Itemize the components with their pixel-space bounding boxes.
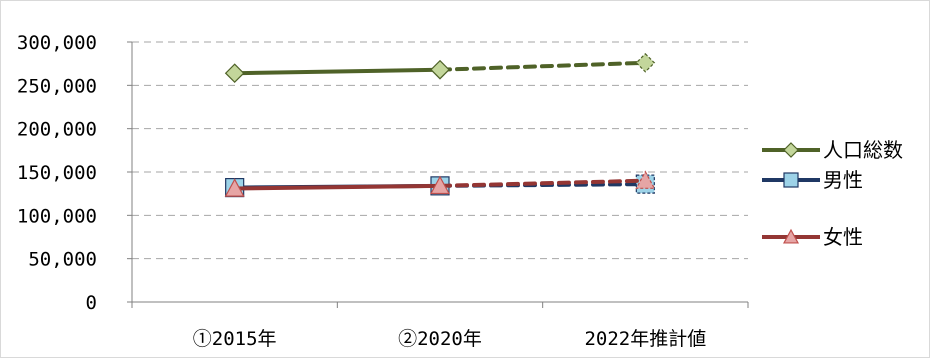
y-tick-label: 150,000 [17, 162, 97, 184]
y-tick-label: 100,000 [17, 205, 97, 227]
legend-marker-triangle [782, 228, 800, 244]
data-point-triangle [224, 178, 245, 197]
legend-label: 男性 [823, 168, 863, 192]
data-point-triangle [635, 170, 656, 189]
series-line-segment [232, 67, 442, 76]
legend-marker-square [783, 172, 799, 188]
legend-label: 女性 [823, 225, 863, 249]
data-point-diamond [224, 63, 245, 84]
data-point-diamond [430, 59, 450, 80]
x-tick-label: ①2015年 [193, 328, 277, 350]
y-tick-label: 0 [86, 292, 97, 314]
y-tick-label: 200,000 [17, 119, 97, 141]
data-point-triangle [429, 175, 451, 195]
series-line-segment [232, 183, 442, 191]
legend-marker-diamond [783, 142, 799, 158]
legend-label: 人口総数 [823, 138, 903, 162]
x-tick-label: 2022年推計値 [584, 328, 706, 350]
series-line-segment [438, 60, 648, 72]
x-tick-label: ②2020年 [398, 328, 482, 350]
y-tick-label: 300,000 [17, 32, 97, 54]
series-line-segment [438, 178, 648, 188]
y-tick-label: 50,000 [28, 249, 97, 271]
y-tick-label: 250,000 [17, 75, 97, 97]
data-point-diamond [635, 52, 656, 73]
